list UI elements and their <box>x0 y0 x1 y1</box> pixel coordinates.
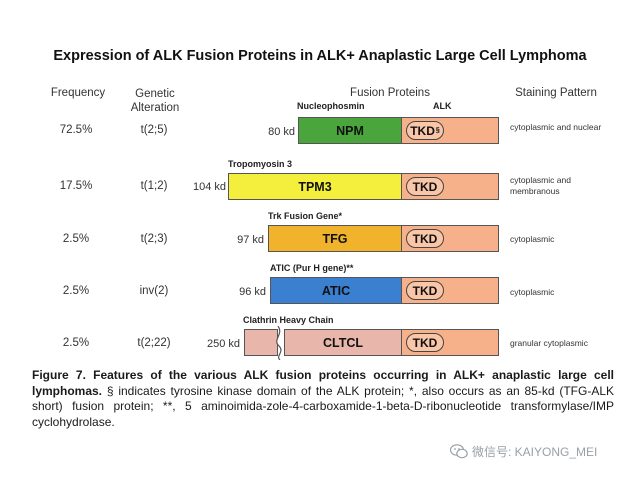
tkd-domain: TKD <box>406 333 444 352</box>
partner-label: CLTCL <box>322 335 364 350</box>
partner-label: NPM <box>336 123 364 138</box>
alk-label: ALK <box>433 101 452 111</box>
tkd-label: TKD <box>412 179 438 194</box>
watermark-text: 微信号: KAIYONG_MEI <box>472 445 598 459</box>
partner-bar: NPM <box>298 117 402 144</box>
partner-bar: CLTCL <box>284 329 402 356</box>
molecular-weight: 80 kd <box>268 126 295 138</box>
tkd-domain: TKD § <box>406 121 444 140</box>
alk-bar: TKD <box>401 173 499 200</box>
molecular-weight: 250 kd <box>206 338 240 350</box>
tkd-domain: TKD <box>406 281 444 300</box>
partner-name-label: Clathrin Heavy Chain <box>243 315 334 325</box>
wechat-icon <box>450 444 468 459</box>
row-frequency: 2.5% <box>62 337 90 349</box>
alk-bar: TKD <box>401 225 499 252</box>
partner-bar: TFG <box>268 225 402 252</box>
tkd-domain: TKD <box>406 177 444 196</box>
partner-label: ATIC <box>321 283 351 298</box>
figure-title: Expression of ALK Fusion Proteins in ALK… <box>53 48 587 64</box>
row-frequency: 17.5% <box>59 180 93 192</box>
sequence-break-icon <box>276 326 282 360</box>
header-genetic-alteration: Genetic Alteration <box>120 87 190 115</box>
header-frequency: Frequency <box>50 87 106 99</box>
partner-bar: TPM3 <box>228 173 402 200</box>
staining-pattern: cytoplasmic <box>510 234 555 244</box>
tkd-label: TKD <box>412 335 438 350</box>
tkd-label: TKD <box>412 283 438 298</box>
staining-pattern: cytoplasmic <box>510 287 555 297</box>
row-alteration: inv(2) <box>139 285 169 297</box>
header-staining-pattern: Staining Pattern <box>515 87 597 99</box>
partner-bar-truncated <box>244 329 278 356</box>
row-alteration: t(1;2) <box>140 180 168 192</box>
header-fusion-proteins: Fusion Proteins <box>350 87 430 99</box>
header-genetic-line1: Genetic <box>135 88 175 100</box>
caption-body: § indicates tyrosine kinase domain of th… <box>32 383 614 429</box>
partner-bar: ATIC <box>270 277 402 304</box>
partner-label: TPM3 <box>298 179 332 194</box>
partner-name-label: Nucleophosmin <box>297 101 365 111</box>
tkd-label: TKD <box>412 231 438 246</box>
row-alteration: t(2;5) <box>140 124 168 136</box>
tkd-domain: TKD <box>406 229 444 248</box>
alk-bar: TKD <box>401 277 499 304</box>
staining-pattern: cytoplasmic and nuclear <box>510 122 602 132</box>
watermark: 微信号: KAIYONG_MEI <box>450 443 597 460</box>
row-frequency: 2.5% <box>62 285 90 297</box>
caption-heading: Figure 7. Features of the various ALK fu… <box>32 368 614 398</box>
row-alteration: t(2;3) <box>140 233 168 245</box>
tkd-label: TKD <box>410 123 435 138</box>
row-alteration: t(2;22) <box>137 337 171 349</box>
molecular-weight: 104 kd <box>192 181 226 193</box>
row-frequency: 2.5% <box>62 233 90 245</box>
staining-pattern: cytoplasmic and membranous <box>510 175 571 196</box>
alk-bar: TKD § <box>401 117 499 144</box>
header-genetic-line2: Alteration <box>130 102 180 114</box>
partner-name-label: ATIC (Pur H gene)** <box>270 263 354 273</box>
molecular-weight: 97 kd <box>237 234 264 246</box>
partner-name-label: Trk Fusion Gene* <box>268 211 343 221</box>
figure-caption: Figure 7. Features of the various ALK fu… <box>32 368 614 430</box>
row-frequency: 72.5% <box>59 124 93 136</box>
alk-bar: TKD <box>401 329 499 356</box>
partner-name-label: Tropomyosin 3 <box>228 159 293 169</box>
molecular-weight: 96 kd <box>239 286 266 298</box>
tkd-section-mark: § <box>435 127 440 134</box>
partner-label: TFG <box>322 231 348 246</box>
staining-pattern: granular cytoplasmic <box>510 338 588 348</box>
